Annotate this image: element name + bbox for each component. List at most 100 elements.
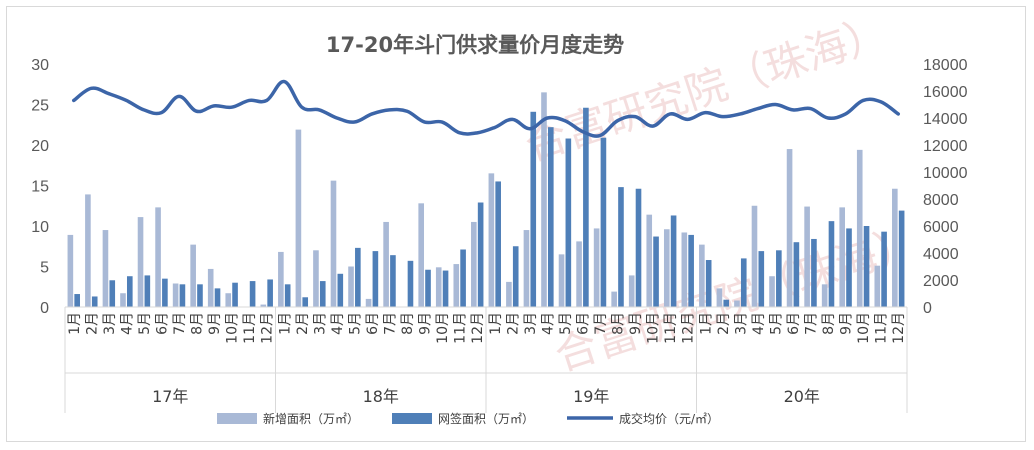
y-right-tick-label: 0 [923, 300, 932, 317]
x-month-label: 5月 [347, 312, 363, 335]
x-month-label: 3月 [523, 312, 539, 335]
x-month-label: 2月 [84, 312, 100, 335]
bar-signed-area [547, 127, 554, 308]
bar-new-supply [558, 254, 565, 307]
bar-signed-area [635, 188, 642, 307]
bar-new-supply [769, 276, 775, 307]
x-month-label: 11月 [453, 312, 469, 344]
bar-new-supply [576, 241, 582, 307]
x-month-label: 5月 [768, 312, 784, 335]
x-year-label: 19年 [573, 387, 609, 406]
bar-new-supply [418, 203, 425, 307]
bar-new-supply [85, 194, 91, 307]
x-month-label: 9月 [628, 312, 644, 335]
x-month-label: 3月 [102, 312, 118, 335]
x-month-label: 7月 [804, 312, 820, 335]
bar-new-supply [716, 288, 723, 307]
legend-label: 成交均价（元/㎡） [619, 411, 719, 426]
x-month-label: 10月 [435, 312, 451, 344]
x-month-label: 8月 [400, 312, 416, 335]
bar-new-supply [225, 293, 232, 307]
x-month-label: 11月 [242, 312, 258, 344]
axes-layer: 0 5 10 15 20 25 30 0 2000 4000 6000 8000 10000 12000 1… [31, 57, 968, 413]
x-month-label: 8月 [611, 312, 627, 335]
bar-new-supply [839, 207, 846, 307]
x-month-label: 1月 [67, 312, 83, 335]
bar-signed-area [776, 250, 782, 307]
x-month-label: 11月 [663, 312, 679, 344]
x-month-label: 10月 [225, 312, 241, 344]
y-left-tick-label: 20 [31, 138, 49, 155]
bar-new-supply [663, 229, 670, 307]
bar-new-supply [383, 221, 389, 307]
y-right-tick-label: 8000 [923, 192, 959, 209]
bar-signed-area [600, 137, 607, 307]
bar-signed-area [670, 215, 677, 307]
bar-signed-area [618, 187, 624, 307]
y-left-tick-label: 0 [40, 300, 49, 317]
bar-signed-area [91, 296, 98, 307]
bar-new-supply [821, 284, 828, 307]
x-month-label: 4月 [751, 312, 767, 335]
bar-new-supply [856, 149, 863, 307]
x-month-label: 12月 [470, 312, 486, 344]
x-year-label: 18年 [363, 387, 399, 406]
x-month-label: 12月 [681, 312, 697, 344]
x-month-label: 4月 [330, 312, 346, 335]
bar-new-supply [435, 267, 442, 307]
bar-new-supply [734, 300, 740, 307]
bar-signed-area [74, 294, 80, 307]
bar-signed-area [565, 138, 572, 307]
x-month-label: 8月 [821, 312, 837, 335]
bar-signed-area [355, 247, 361, 307]
bars-layer [67, 92, 905, 308]
x-month-label: 2月 [505, 312, 521, 335]
bar-signed-area [284, 284, 291, 307]
bar-signed-area [705, 260, 712, 307]
x-month-label: 1月 [698, 312, 714, 335]
x-month-label: 12月 [260, 312, 276, 344]
bar-new-supply [523, 230, 530, 307]
y-right-tick-label: 12000 [923, 138, 968, 155]
bar-new-supply [611, 291, 617, 307]
bar-signed-area [583, 107, 589, 308]
bar-signed-area [811, 238, 817, 307]
bar-signed-area [232, 282, 238, 307]
chart-title: 17-20年斗门供求量价月度走势 [326, 33, 624, 57]
bar-signed-area [144, 275, 151, 307]
bar-new-supply [295, 129, 302, 307]
legend-swatch [217, 413, 257, 424]
bar-signed-area [407, 260, 414, 307]
bar-new-supply [892, 188, 898, 307]
y-right-tick-label: 2000 [923, 273, 959, 290]
y-right-tick-label: 18000 [923, 57, 968, 74]
bar-new-supply [260, 304, 267, 307]
x-year-label: 20年 [784, 387, 820, 406]
bar-new-supply [365, 298, 372, 307]
bar-signed-area [319, 281, 326, 307]
x-month-label: 5月 [137, 312, 153, 335]
bar-new-supply [313, 250, 319, 307]
bar-new-supply [541, 92, 547, 307]
x-month-label: 7月 [383, 312, 399, 335]
bar-signed-area [109, 280, 116, 307]
x-year-label: 17年 [152, 387, 188, 406]
x-month-label: 11月 [874, 312, 890, 344]
x-month-label: 1月 [277, 312, 293, 335]
bar-signed-area [390, 255, 396, 307]
bar-signed-area [863, 226, 870, 307]
x-month-label: 2月 [295, 312, 311, 335]
x-month-label: 4月 [119, 312, 135, 335]
bar-new-supply [102, 230, 109, 307]
bar-signed-area [495, 181, 501, 307]
y-left-tick-label: 5 [40, 260, 49, 277]
bar-signed-area [653, 236, 659, 307]
bar-signed-area [881, 231, 887, 307]
x-month-label: 8月 [190, 312, 206, 335]
watermark-text: 合富研究院（珠海） [519, 7, 894, 170]
bar-new-supply [506, 281, 512, 307]
x-month-label: 6月 [575, 312, 591, 335]
bar-signed-area [372, 251, 379, 307]
bar-new-supply [172, 283, 179, 307]
bar-signed-area [249, 281, 256, 307]
